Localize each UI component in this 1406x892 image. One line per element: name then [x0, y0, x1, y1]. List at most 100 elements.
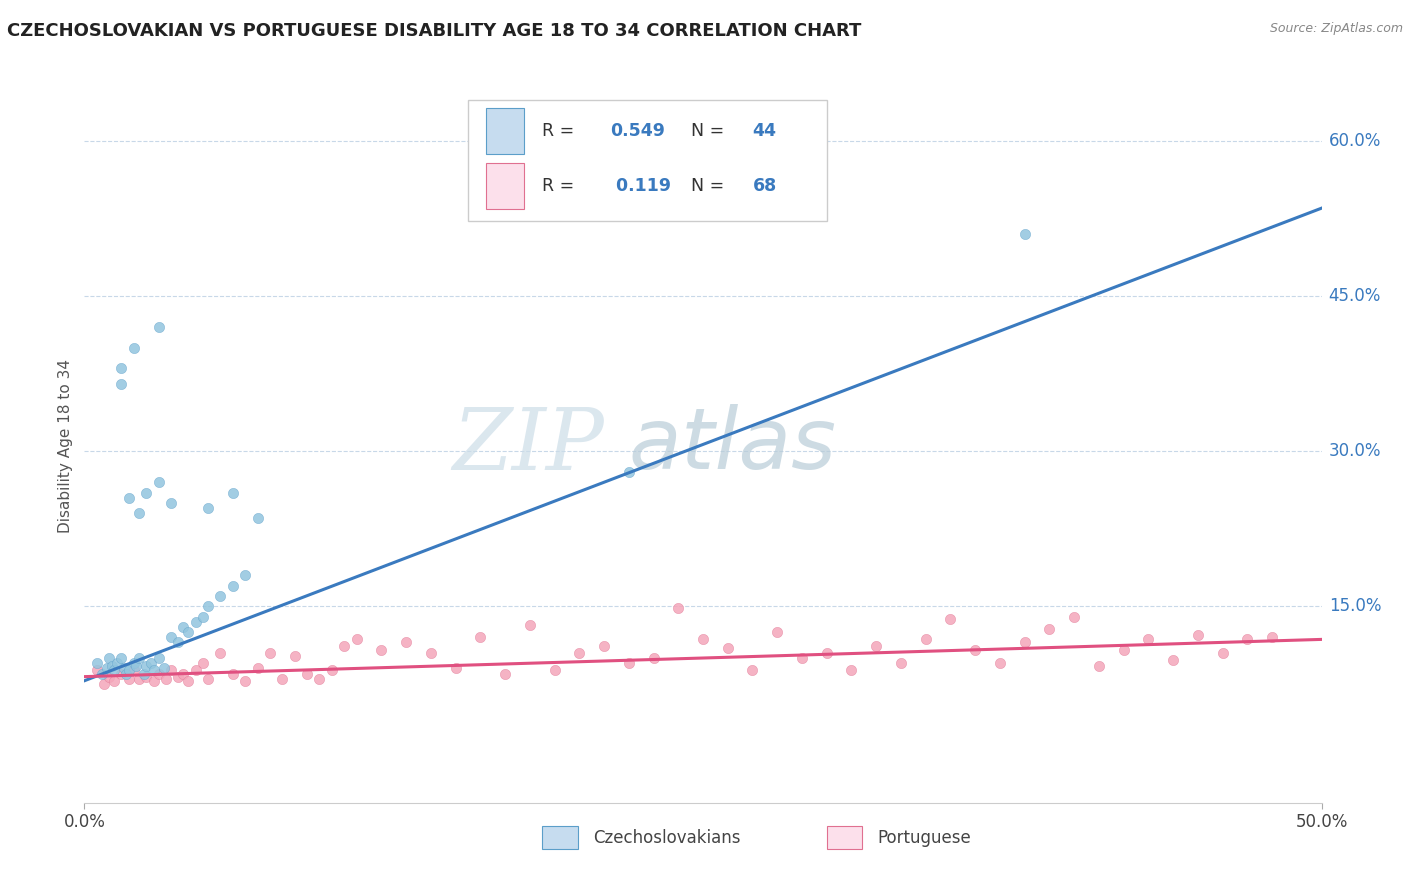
Text: Source: ZipAtlas.com: Source: ZipAtlas.com: [1270, 22, 1403, 36]
Point: [135, 659, 157, 673]
Point: [939, 612, 962, 626]
Point: [141, 656, 163, 670]
Point: [105, 656, 128, 670]
Point: [118, 491, 141, 505]
Point: [494, 666, 516, 681]
FancyBboxPatch shape: [486, 108, 523, 154]
Point: [110, 666, 132, 681]
Text: 30.0%: 30.0%: [1329, 442, 1381, 460]
Point: [692, 632, 714, 647]
Point: [148, 475, 170, 490]
Point: [209, 646, 232, 660]
Point: [1038, 622, 1060, 636]
Point: [103, 664, 125, 678]
Point: [142, 673, 165, 688]
FancyBboxPatch shape: [543, 826, 578, 849]
Point: [222, 666, 245, 681]
Point: [122, 664, 145, 678]
Text: N =: N =: [690, 177, 730, 194]
FancyBboxPatch shape: [486, 162, 523, 209]
Text: 60.0%: 60.0%: [1329, 132, 1381, 150]
Point: [197, 501, 219, 516]
Point: [246, 511, 269, 525]
Point: [865, 639, 887, 653]
Point: [1014, 227, 1036, 241]
Point: [346, 632, 368, 647]
Point: [284, 648, 307, 663]
Point: [766, 625, 789, 640]
Point: [160, 664, 183, 678]
Point: [86, 664, 108, 678]
Point: [717, 640, 740, 655]
Point: [741, 664, 763, 678]
Point: [110, 376, 132, 391]
Text: 45.0%: 45.0%: [1329, 287, 1381, 305]
Point: [1112, 642, 1135, 657]
Point: [617, 465, 640, 479]
Point: [98, 651, 121, 665]
Point: [333, 639, 356, 653]
Text: R =: R =: [543, 177, 579, 194]
Point: [148, 651, 170, 665]
Point: [914, 632, 936, 647]
Point: [222, 485, 245, 500]
Point: [160, 630, 183, 644]
Point: [160, 496, 183, 510]
Point: [988, 656, 1011, 670]
Point: [132, 666, 155, 681]
Text: atlas: atlas: [628, 404, 837, 488]
Text: R =: R =: [543, 122, 579, 140]
Text: 0.549: 0.549: [610, 122, 665, 140]
Point: [666, 601, 689, 615]
Point: [125, 659, 148, 673]
Point: [965, 642, 987, 657]
Point: [177, 625, 200, 640]
Point: [98, 670, 121, 684]
Point: [100, 659, 122, 673]
Point: [155, 672, 177, 686]
Point: [135, 670, 157, 684]
Point: [148, 320, 170, 334]
Point: [617, 656, 640, 670]
Point: [177, 673, 200, 688]
Point: [142, 664, 165, 678]
Point: [1261, 630, 1284, 644]
Point: [1088, 659, 1111, 673]
Point: [1063, 609, 1085, 624]
Point: [295, 666, 318, 681]
Point: [197, 672, 219, 686]
Point: [222, 579, 245, 593]
Point: [1161, 653, 1184, 667]
Y-axis label: Disability Age 18 to 34: Disability Age 18 to 34: [58, 359, 73, 533]
Point: [444, 661, 467, 675]
Point: [184, 664, 207, 678]
FancyBboxPatch shape: [468, 100, 827, 221]
Point: [115, 666, 138, 681]
Text: 68: 68: [752, 177, 776, 194]
Point: [470, 630, 492, 644]
Point: [172, 620, 194, 634]
Point: [167, 635, 190, 649]
Point: [321, 664, 343, 678]
Point: [841, 664, 863, 678]
Text: 15.0%: 15.0%: [1329, 598, 1381, 615]
Point: [86, 656, 108, 670]
Point: [593, 639, 616, 653]
Point: [259, 646, 281, 660]
Point: [93, 677, 115, 691]
Text: Czechoslovakians: Czechoslovakians: [593, 829, 740, 847]
Point: [790, 651, 813, 665]
Point: [128, 672, 150, 686]
Point: [643, 651, 665, 665]
Point: [197, 599, 219, 614]
Point: [395, 635, 418, 649]
Point: [112, 661, 135, 675]
Point: [122, 656, 145, 670]
Point: [209, 589, 232, 603]
Point: [152, 661, 174, 675]
Point: [118, 672, 141, 686]
Point: [1014, 635, 1036, 649]
Point: [233, 568, 256, 582]
Point: [815, 646, 838, 660]
Point: [233, 673, 256, 688]
